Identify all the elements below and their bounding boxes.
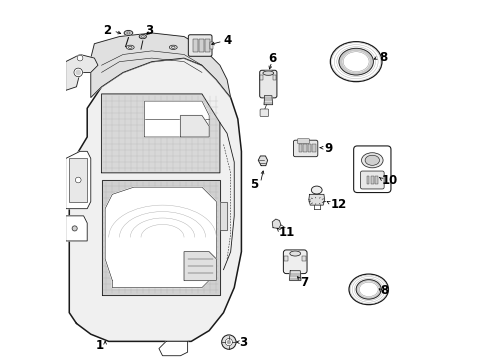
Polygon shape <box>159 341 188 356</box>
Polygon shape <box>69 58 242 341</box>
Text: 12: 12 <box>330 198 346 211</box>
Bar <box>367 176 369 184</box>
Ellipse shape <box>139 35 147 39</box>
Polygon shape <box>272 219 281 228</box>
Text: 9: 9 <box>324 142 332 155</box>
Polygon shape <box>91 33 231 98</box>
Polygon shape <box>101 94 220 173</box>
Ellipse shape <box>290 251 300 256</box>
FancyBboxPatch shape <box>361 171 384 189</box>
FancyBboxPatch shape <box>297 139 310 143</box>
Bar <box>193 39 197 52</box>
Ellipse shape <box>359 282 378 297</box>
Polygon shape <box>309 194 324 205</box>
Text: 7: 7 <box>300 276 309 289</box>
Circle shape <box>76 70 80 75</box>
Polygon shape <box>145 101 209 137</box>
Bar <box>371 176 374 184</box>
Polygon shape <box>66 216 87 241</box>
Bar <box>285 256 288 261</box>
Ellipse shape <box>124 31 133 36</box>
Ellipse shape <box>311 186 322 194</box>
Bar <box>303 144 307 152</box>
Text: 10: 10 <box>382 174 398 187</box>
Circle shape <box>227 341 230 343</box>
Ellipse shape <box>356 280 381 299</box>
Text: 1: 1 <box>96 339 104 352</box>
Circle shape <box>77 55 83 61</box>
Ellipse shape <box>141 36 144 37</box>
Bar <box>302 256 306 261</box>
Polygon shape <box>105 187 216 288</box>
Bar <box>299 144 302 152</box>
Bar <box>69 158 87 202</box>
Polygon shape <box>66 54 98 90</box>
Polygon shape <box>101 180 220 295</box>
Text: 11: 11 <box>279 226 295 239</box>
Circle shape <box>221 335 236 349</box>
FancyBboxPatch shape <box>188 35 212 56</box>
Polygon shape <box>290 271 301 280</box>
Ellipse shape <box>365 155 379 165</box>
Circle shape <box>75 177 81 183</box>
Bar <box>375 176 378 184</box>
Text: 5: 5 <box>250 178 258 191</box>
Ellipse shape <box>339 48 373 75</box>
Circle shape <box>72 226 77 231</box>
Polygon shape <box>66 151 91 209</box>
Ellipse shape <box>343 52 369 72</box>
Text: 2: 2 <box>103 24 112 37</box>
Polygon shape <box>184 252 216 280</box>
Text: 3: 3 <box>239 336 247 348</box>
Text: 8: 8 <box>381 284 389 297</box>
Polygon shape <box>264 96 272 105</box>
Circle shape <box>225 338 232 346</box>
Ellipse shape <box>330 42 382 82</box>
Ellipse shape <box>170 45 177 49</box>
Ellipse shape <box>263 71 274 75</box>
Bar <box>210 42 214 49</box>
Ellipse shape <box>362 153 383 168</box>
Circle shape <box>74 68 82 77</box>
FancyBboxPatch shape <box>260 70 277 98</box>
Bar <box>205 39 210 52</box>
Text: 3: 3 <box>145 24 153 37</box>
FancyBboxPatch shape <box>283 250 307 274</box>
Ellipse shape <box>126 45 134 49</box>
Bar <box>273 75 276 80</box>
Bar <box>260 75 263 80</box>
Text: 8: 8 <box>379 51 387 64</box>
Ellipse shape <box>127 32 130 34</box>
Bar <box>308 144 311 152</box>
Polygon shape <box>180 116 209 137</box>
FancyBboxPatch shape <box>354 146 391 193</box>
Text: 4: 4 <box>223 34 232 48</box>
FancyBboxPatch shape <box>260 109 269 117</box>
Ellipse shape <box>349 274 389 305</box>
Polygon shape <box>220 202 227 230</box>
Bar <box>199 39 204 52</box>
Bar <box>313 144 316 152</box>
FancyBboxPatch shape <box>294 140 318 157</box>
Text: 6: 6 <box>268 52 276 65</box>
Polygon shape <box>258 156 268 166</box>
